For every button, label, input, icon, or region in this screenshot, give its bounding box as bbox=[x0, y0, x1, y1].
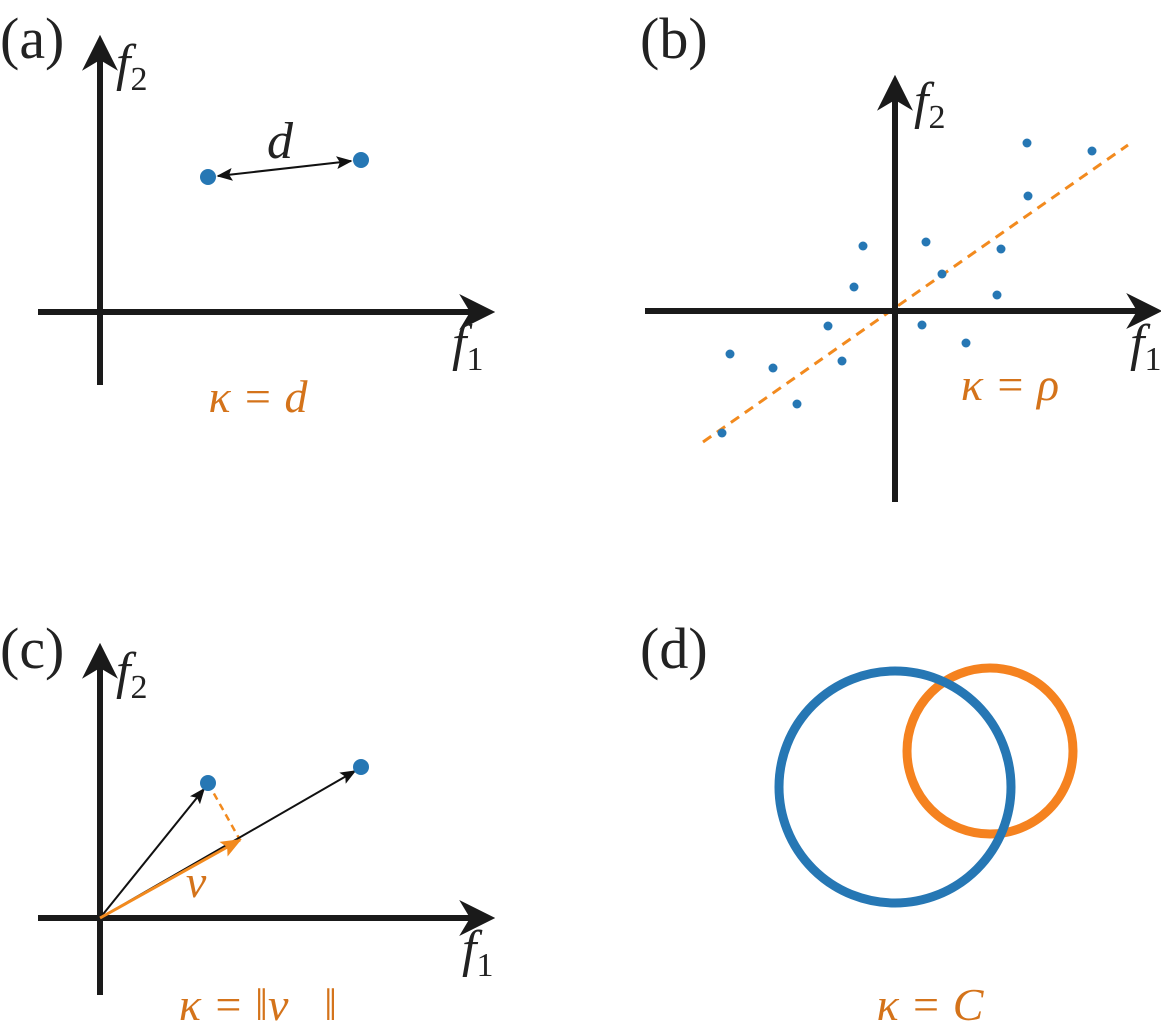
text: 1 bbox=[466, 341, 483, 378]
formula: κ = ‖v⃗‖ bbox=[179, 979, 337, 1030]
panel-a: (a) f2 f1 d κ = d bbox=[0, 6, 496, 422]
text: 2 bbox=[928, 99, 945, 136]
projected-vector bbox=[99, 838, 242, 920]
text: 2 bbox=[130, 61, 147, 98]
text: 1 bbox=[1144, 341, 1161, 378]
vector bbox=[99, 787, 206, 919]
x-axis-label: f1 bbox=[1130, 315, 1161, 378]
distance-arrow bbox=[216, 156, 353, 181]
circle bbox=[774, 666, 1016, 908]
formula: κ = d bbox=[208, 371, 308, 422]
formula: κ = C bbox=[877, 979, 985, 1030]
panel-label: (b) bbox=[640, 6, 708, 71]
projection bbox=[206, 782, 242, 841]
circle bbox=[902, 663, 1078, 839]
panel-label: (d) bbox=[640, 616, 708, 681]
panel-d: (d) κ = C bbox=[640, 616, 1078, 1030]
y-axis-label: f2 bbox=[914, 73, 945, 136]
text: 1 bbox=[476, 947, 493, 984]
y-axis-label: f2 bbox=[116, 643, 147, 706]
point bbox=[353, 759, 369, 775]
panel-b: (b) f2 f1 κ = ρ bbox=[640, 6, 1161, 502]
text: 2 bbox=[130, 669, 147, 706]
panel-label: (c) bbox=[0, 616, 64, 681]
y-axis-label: f2 bbox=[116, 35, 147, 98]
scatter-points bbox=[717, 138, 1097, 438]
panel-c: (c) f2 f1 v⃗ κ = ‖v⃗‖ bbox=[0, 616, 496, 1030]
point bbox=[200, 775, 216, 791]
point bbox=[353, 152, 369, 168]
trend-line bbox=[702, 143, 1129, 444]
point bbox=[200, 169, 216, 185]
annotation: d bbox=[267, 113, 294, 170]
formula: κ = ρ bbox=[961, 359, 1059, 410]
panel-label: (a) bbox=[0, 6, 64, 71]
x-axis-label: f1 bbox=[462, 921, 493, 984]
x-axis-label: f1 bbox=[452, 315, 483, 378]
annotation: v⃗ bbox=[186, 856, 242, 907]
